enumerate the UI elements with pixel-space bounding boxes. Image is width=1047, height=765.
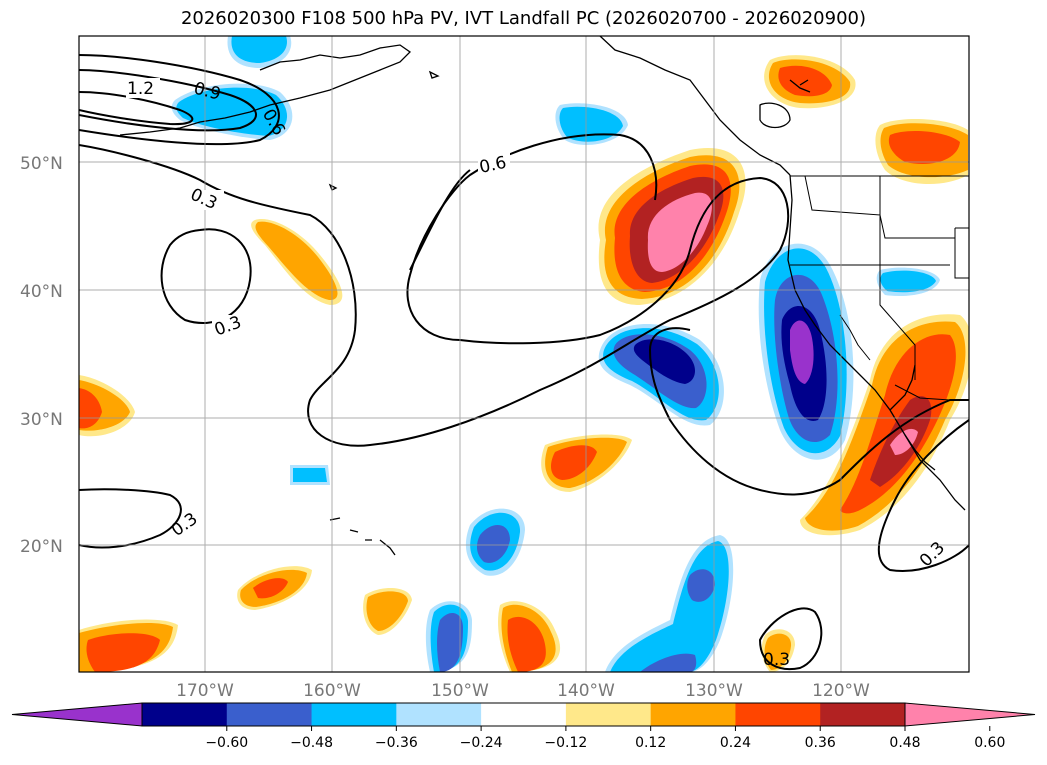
colorbar-box [650, 703, 736, 726]
colorbar-tick-label: 0.36 [805, 735, 836, 751]
lon-label-160w: 160°W [303, 681, 361, 701]
pv-contours [79, 54, 969, 670]
pv-label-0-3-d: 0.3 [916, 538, 949, 571]
lat-label-50n: 50°N [20, 154, 63, 174]
colorbar-box [142, 703, 228, 726]
map-plot-area: 1.2 0.9 0.6 0.6 0.3 0.3 0.3 0.3 0.3 [79, 36, 969, 672]
longitude-labels: 170°W 160°W 150°W 140°W 130°W 120°W [176, 681, 870, 701]
map-title: 2026020300 F108 500 hPa PV, IVT Landfall… [180, 8, 867, 29]
lat-label-30n: 30°N [20, 410, 63, 430]
coastlines [119, 36, 966, 556]
colorbar: −0.60 −0.48 −0.36 −0.24 −0.12 0.12 0.24 0.36 0.4… [11, 702, 1036, 751]
colorbar-box [735, 703, 821, 726]
pv-label-1-2: 1.2 [127, 79, 154, 99]
minor-anomalies [79, 36, 968, 672]
colorbar-box [481, 703, 567, 726]
lon-label-120w: 120°W [812, 681, 870, 701]
pv-label-0-3-e: 0.3 [763, 650, 790, 670]
colorbar-box [565, 703, 652, 726]
colorbar-tick-label: −0.60 [205, 735, 248, 751]
pv-label-0-6-central: 0.6 [478, 153, 509, 178]
colorbar-tick-label: 0.48 [889, 735, 920, 751]
colorbar-box [226, 703, 313, 726]
negative-anomaly-california [758, 243, 854, 460]
lon-label-170w: 170°W [176, 681, 234, 701]
colorbar-tick-label: −0.12 [544, 735, 587, 751]
colorbar-box [396, 703, 482, 726]
pv-label-0-3-c: 0.3 [168, 509, 202, 541]
lat-label-20n: 20°N [20, 537, 63, 557]
colorbar-box [820, 703, 906, 726]
colorbar-frame [141, 702, 906, 727]
map-frame [78, 35, 970, 673]
country-borders [790, 175, 969, 401]
colorbar-extend-low [11, 702, 143, 727]
colorbar-tick-label: −0.24 [460, 735, 503, 751]
colorbar-box [311, 703, 397, 726]
lon-label-140w: 140°W [557, 681, 615, 701]
graticule [79, 36, 969, 672]
latitude-labels: 50°N 40°N 30°N 20°N [20, 154, 63, 557]
lon-label-130w: 130°W [685, 681, 743, 701]
positive-anomaly-pnw [598, 148, 746, 305]
colorbar-tick-label: −0.48 [290, 735, 333, 751]
colorbar-tick-label: 0.12 [635, 735, 666, 751]
colorbar-tick-label: 0.60 [974, 735, 1005, 751]
lat-label-40n: 40°N [20, 282, 63, 302]
negative-anomaly-central [598, 323, 724, 426]
colorbar-extend-high [904, 702, 1036, 727]
colorbar-tick-label: 0.24 [720, 735, 751, 751]
colorbar-tick-label: −0.36 [375, 735, 418, 751]
lon-label-150w: 150°W [431, 681, 489, 701]
